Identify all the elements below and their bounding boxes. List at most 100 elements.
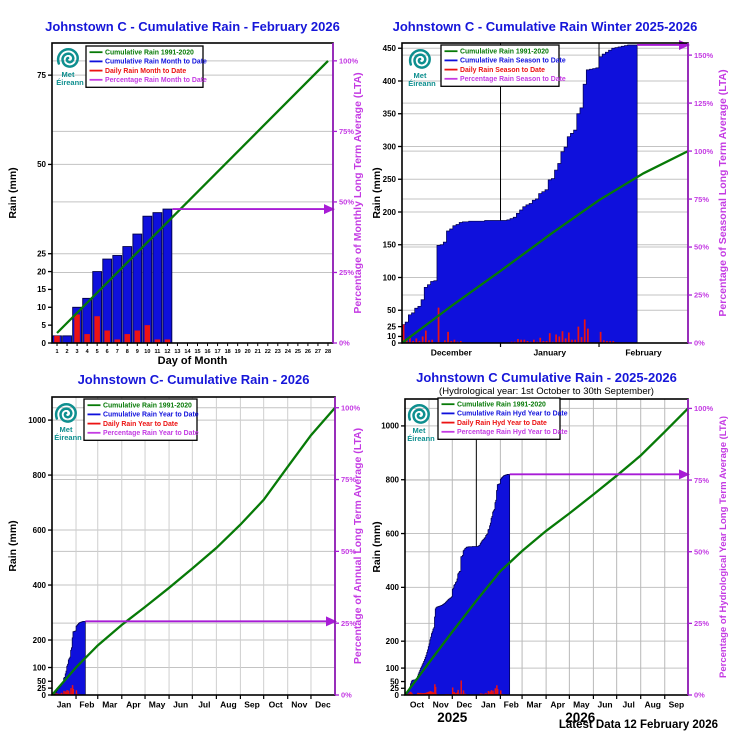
svg-text:6: 6: [106, 349, 109, 355]
svg-text:75%: 75%: [341, 475, 356, 484]
svg-text:Aug: Aug: [644, 700, 661, 710]
svg-text:Met: Met: [413, 426, 426, 435]
svg-text:20: 20: [245, 349, 251, 355]
svg-text:0%: 0%: [341, 691, 352, 700]
svg-text:Mar: Mar: [102, 700, 118, 710]
percentage-arrow: [85, 616, 337, 627]
svg-text:15: 15: [37, 285, 46, 294]
svg-text:50%: 50%: [339, 198, 354, 207]
svg-text:75%: 75%: [694, 476, 709, 485]
x-axis: Jan Feb Mar Apr May Jun Jul Aug Sep Oct Nov Dec: [57, 695, 331, 710]
legend: Cumulative Rain 1991-2020 Cumulative Rain…: [440, 44, 566, 87]
svg-text:250: 250: [383, 175, 397, 184]
legend: Cumulative Rain 1991-2020 Cumulative Rain…: [85, 45, 207, 88]
y-axis-right: 0% 25% 50% 75% 100% Percentage of Monthly Lon…: [333, 57, 364, 348]
svg-text:Rain (mm): Rain (mm): [7, 167, 19, 218]
svg-text:Nov: Nov: [433, 700, 449, 710]
svg-text:50%: 50%: [694, 547, 709, 556]
svg-text:50: 50: [390, 677, 399, 686]
svg-text:Jul: Jul: [623, 700, 635, 710]
chart-title: Johnstown C- Cumulative Rain - 2026: [78, 372, 310, 387]
svg-text:400: 400: [383, 77, 397, 86]
svg-text:100: 100: [383, 273, 397, 282]
x-axis: 1 2 3 4 5 6 7 8 9 10 11 12 13 14 15 16 17 18 19 20 21 22 23 24 2…: [55, 343, 331, 367]
svg-text:Percentage Rain Hyd Year to Da: Percentage Rain Hyd Year to Date: [457, 429, 568, 436]
svg-text:0: 0: [395, 691, 400, 700]
svg-text:Cumulative Rain Month to Date: Cumulative Rain Month to Date: [105, 59, 207, 66]
svg-text:Cumulative Rain Hyd Year to Da: Cumulative Rain Hyd Year to Date: [457, 411, 568, 418]
svg-text:100%: 100%: [694, 147, 714, 156]
svg-text:Nov: Nov: [291, 700, 307, 710]
plot-grid: [52, 60, 333, 273]
svg-text:200: 200: [33, 636, 47, 645]
svg-text:25%: 25%: [694, 619, 709, 628]
svg-text:Daily Rain Hyd Year to Date: Daily Rain Hyd Year to Date: [457, 420, 547, 427]
svg-text:150%: 150%: [694, 51, 714, 60]
daily-bars: [53, 685, 85, 695]
lta-line: [51, 406, 336, 696]
svg-text:Dec: Dec: [457, 700, 473, 710]
svg-text:Met: Met: [60, 425, 73, 434]
svg-text:200: 200: [383, 208, 397, 217]
svg-text:50: 50: [37, 160, 46, 169]
y-axis-right: 0% 25% 50% 75% 100% Percentage of Annual Long…: [335, 403, 364, 700]
svg-text:January: January: [533, 348, 566, 358]
svg-text:Mar: Mar: [527, 700, 543, 710]
svg-text:15: 15: [194, 349, 200, 355]
lta-line: [404, 407, 689, 696]
svg-text:2026: 2026: [565, 710, 596, 725]
lta-line: [401, 150, 689, 344]
svg-text:100%: 100%: [694, 404, 714, 413]
svg-text:Rain (mm): Rain (mm): [371, 167, 383, 218]
svg-text:Éireann: Éireann: [54, 433, 82, 442]
svg-text:Cumulative Rain 1991-2020: Cumulative Rain 1991-2020: [105, 50, 194, 57]
daily-bars: [54, 314, 171, 343]
svg-text:8: 8: [126, 349, 129, 355]
svg-text:Apr: Apr: [550, 700, 565, 710]
svg-text:Jun: Jun: [597, 700, 612, 710]
svg-text:300: 300: [383, 142, 397, 151]
svg-text:10: 10: [387, 332, 396, 341]
svg-text:Daily Rain Season to Date: Daily Rain Season to Date: [460, 67, 545, 74]
svg-text:Day of Month: Day of Month: [158, 355, 228, 367]
svg-text:400: 400: [386, 583, 400, 592]
svg-text:Met: Met: [414, 71, 427, 80]
svg-text:0%: 0%: [694, 339, 705, 348]
svg-text:December: December: [431, 348, 473, 358]
svg-text:Rain (mm): Rain (mm): [371, 521, 383, 572]
svg-text:25: 25: [37, 250, 46, 259]
svg-text:50%: 50%: [341, 547, 356, 556]
svg-text:0%: 0%: [339, 339, 350, 348]
svg-text:22: 22: [265, 349, 271, 355]
percentage-arrow: [509, 469, 690, 480]
svg-text:3: 3: [76, 349, 79, 355]
svg-text:25%: 25%: [341, 619, 356, 628]
svg-text:75: 75: [37, 71, 46, 80]
svg-text:0: 0: [42, 691, 47, 700]
svg-text:400: 400: [33, 581, 47, 590]
percentage-arrow: [172, 204, 335, 215]
svg-text:10: 10: [144, 349, 150, 355]
svg-text:May: May: [573, 700, 590, 710]
svg-text:Sep: Sep: [669, 700, 685, 710]
svg-text:Daily Rain Year to Date: Daily Rain Year to Date: [103, 421, 178, 428]
cumulative-bars: [52, 208, 173, 344]
svg-text:75%: 75%: [339, 127, 354, 136]
svg-text:4: 4: [86, 349, 90, 355]
svg-text:10: 10: [37, 303, 46, 312]
svg-text:Cumulative Rain Season to Date: Cumulative Rain Season to Date: [460, 58, 566, 65]
svg-text:7: 7: [116, 349, 119, 355]
svg-text:100: 100: [33, 663, 47, 672]
svg-text:Cumulative Rain 1991-2020: Cumulative Rain 1991-2020: [457, 402, 546, 409]
svg-text:13: 13: [174, 349, 180, 355]
svg-text:Oct: Oct: [269, 700, 283, 710]
y-axis-left: 0 5 10 15 20 25 50 75 Rain (mm): [7, 71, 52, 348]
